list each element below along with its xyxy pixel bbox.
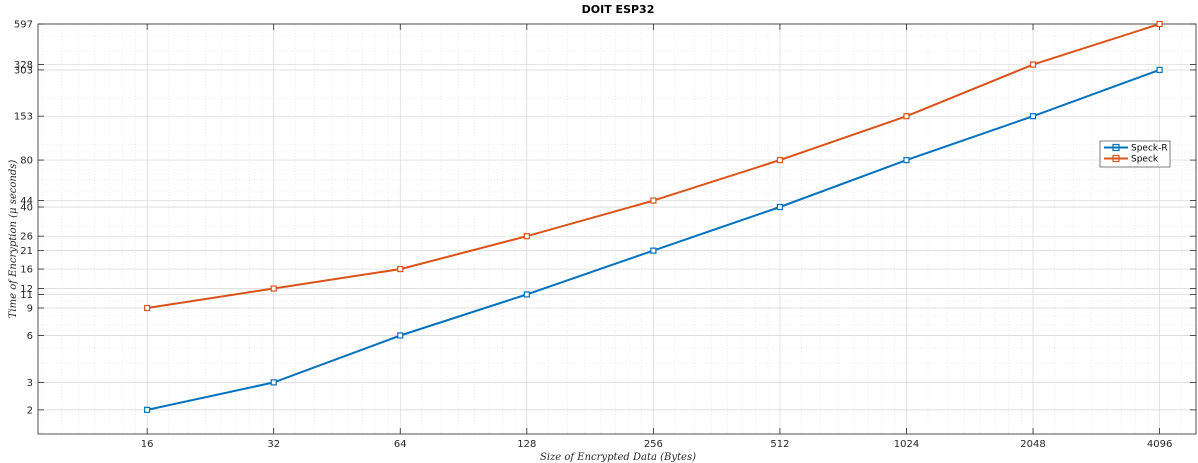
- y-tick-label: 11: [20, 290, 33, 301]
- y-axis-label: Time of Encryption (μ seconds): [8, 160, 19, 319]
- data-point-speck: [1029, 61, 1037, 68]
- x-tick-label: 256: [644, 439, 663, 450]
- x-tick-label: 64: [394, 439, 407, 450]
- x-tick-label: 1024: [894, 439, 919, 450]
- legend-box: [1099, 140, 1171, 168]
- data-point-speck: [523, 233, 530, 240]
- data-point-speck: [270, 285, 277, 292]
- y-tick-label: 12: [20, 284, 33, 295]
- legend-marker-speck: [1112, 154, 1120, 163]
- y-tick-label: 26: [20, 232, 33, 243]
- chart-title: DOIT ESP32: [582, 3, 655, 16]
- data-point-speck-r: [270, 379, 277, 386]
- y-tick-label: 328: [14, 60, 33, 71]
- y-tick-label: 80: [20, 156, 33, 167]
- y-tick-label: 21: [20, 246, 33, 257]
- data-point-speck: [1156, 20, 1163, 28]
- series-markers: [144, 20, 1163, 413]
- x-tick-labels: 16 32 64 128 256 512 1024 2048 4096: [141, 439, 1173, 450]
- data-point-speck-r: [903, 156, 910, 164]
- data-point-speck-r: [650, 247, 657, 254]
- x-tick-label: 16: [141, 439, 154, 450]
- x-axis-label: Size of Encrypted Data (Bytes): [540, 452, 696, 463]
- x-tick-label: 4096: [1147, 439, 1172, 450]
- legend-label-speck-r: Speck-R: [1131, 144, 1168, 154]
- data-point-speck-r: [397, 332, 404, 339]
- axis-ticks: [38, 23, 1196, 434]
- y-tick-label: 16: [20, 265, 33, 276]
- legend-label-speck: Speck: [1131, 155, 1159, 165]
- y-tick-label: 2: [27, 405, 33, 416]
- x-tick-label: 128: [517, 439, 536, 450]
- legend-marker-speck-r: [1112, 143, 1120, 152]
- y-tick-label: 3: [27, 378, 33, 389]
- y-tick-label: 44: [20, 196, 33, 207]
- data-point-speck-r: [144, 406, 151, 413]
- legend: Speck-R Speck: [1099, 140, 1171, 168]
- data-point-speck-r: [1029, 113, 1037, 120]
- x-tick-label: 2048: [1020, 439, 1045, 450]
- y-tick-label: 6: [27, 331, 33, 342]
- y-tick-label: 303: [14, 65, 33, 76]
- y-tick-label: 153: [14, 112, 33, 123]
- data-point-speck: [144, 304, 151, 312]
- plot-area: [37, 23, 1197, 435]
- data-point-speck: [397, 265, 404, 273]
- data-point-speck-r: [1156, 66, 1163, 74]
- data-point-speck: [776, 156, 784, 164]
- y-tick-label: 40: [20, 203, 33, 214]
- y-tick-label: 597: [14, 20, 33, 31]
- data-point-speck: [650, 197, 657, 204]
- x-tick-label: 32: [267, 439, 280, 450]
- y-tick-label: 9: [27, 304, 33, 315]
- x-tick-label: 512: [770, 439, 789, 450]
- data-point-speck: [903, 113, 910, 120]
- data-point-speck-r: [776, 203, 784, 211]
- data-point-speck-r: [523, 291, 530, 298]
